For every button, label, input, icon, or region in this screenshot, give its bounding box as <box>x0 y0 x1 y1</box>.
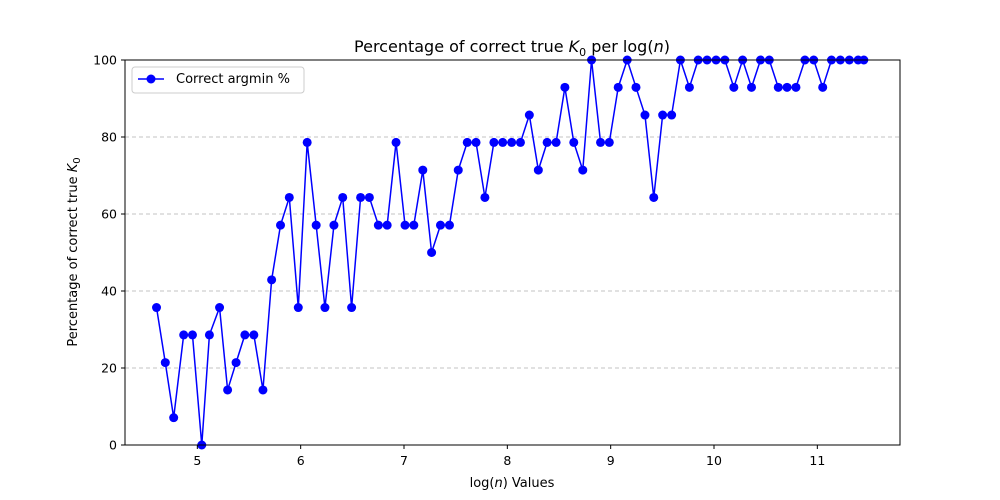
data-point <box>258 385 268 395</box>
data-point <box>551 137 561 147</box>
y-tick-label: 100 <box>93 53 117 68</box>
data-point <box>320 303 330 313</box>
x-tick-label: 5 <box>193 453 201 468</box>
data-point <box>249 330 259 340</box>
data-point <box>560 82 570 92</box>
data-point <box>507 137 517 147</box>
data-point <box>782 82 792 92</box>
data-point <box>569 137 579 147</box>
data-point <box>658 110 668 120</box>
data-point <box>578 165 588 175</box>
legend-box <box>131 66 305 94</box>
data-point <box>418 165 428 175</box>
x-axis-label: log(n) Values <box>470 476 555 491</box>
data-point <box>276 220 286 230</box>
y-tick-label: 0 <box>109 438 117 453</box>
data-point <box>267 275 277 285</box>
data-point <box>204 330 214 340</box>
y-tick-label: 20 <box>101 361 117 376</box>
legend-label: Correct argmin % <box>176 72 290 87</box>
data-point <box>480 192 490 202</box>
data-point <box>338 192 348 202</box>
x-tick-label: 10 <box>706 453 722 468</box>
y-tick-label: 60 <box>101 207 117 222</box>
x-tick-label: 11 <box>809 453 825 468</box>
data-point <box>284 192 294 202</box>
data-point <box>311 220 321 230</box>
chart-title: Percentage of correct true K0 per log(n) <box>354 37 670 59</box>
data-point <box>462 137 472 147</box>
data-point <box>240 330 250 340</box>
data-point <box>596 137 606 147</box>
y-axis: 0 20 40 60 80 100 <box>93 53 125 453</box>
y-tick-label: 80 <box>101 130 117 145</box>
data-point <box>364 192 374 202</box>
data-point <box>152 303 162 313</box>
data-point <box>179 330 189 340</box>
data-point <box>169 413 179 423</box>
data-point <box>160 358 170 368</box>
data-point <box>223 385 233 395</box>
data-point <box>356 192 366 202</box>
data-point <box>773 82 783 92</box>
data-point <box>453 165 463 175</box>
gridlines <box>125 136 900 369</box>
data-point <box>729 82 739 92</box>
data-point <box>747 82 757 92</box>
data-point <box>215 303 225 313</box>
data-point <box>649 192 659 202</box>
data-point <box>791 82 801 92</box>
data-point <box>489 137 499 147</box>
data-point <box>400 220 410 230</box>
data-point <box>524 110 534 120</box>
data-point <box>515 137 525 147</box>
x-tick-label: 8 <box>503 453 511 468</box>
data-point <box>302 137 312 147</box>
data-point <box>640 110 650 120</box>
x-tick-label: 6 <box>297 453 305 468</box>
data-point <box>293 303 303 313</box>
data-point <box>373 220 383 230</box>
x-tick-label: 7 <box>400 453 408 468</box>
data-point <box>613 82 623 92</box>
x-tick-label: 9 <box>607 453 615 468</box>
data-point <box>684 82 694 92</box>
x-axis: 5 6 7 8 9 10 11 <box>193 445 825 468</box>
legend: Correct argmin % <box>131 66 305 94</box>
data-point <box>667 110 677 120</box>
data-point <box>435 220 445 230</box>
data-point <box>427 248 437 257</box>
data-point <box>498 137 508 147</box>
legend-marker <box>146 74 156 84</box>
data-point <box>631 82 641 92</box>
data-point <box>187 330 197 340</box>
data-point <box>329 220 339 230</box>
data-point <box>604 137 614 147</box>
data-point <box>347 303 357 313</box>
data-point <box>391 137 401 147</box>
y-axis-label: Percentage of correct true K0 <box>66 157 83 346</box>
data-point <box>533 165 543 175</box>
data-point <box>542 137 552 147</box>
y-tick-label: 40 <box>101 284 117 299</box>
data-point <box>471 137 481 147</box>
data-point <box>382 220 392 230</box>
data-point <box>409 220 419 230</box>
plot-frame <box>124 59 901 446</box>
data-point <box>444 220 454 230</box>
data-point <box>818 82 828 92</box>
data-point <box>231 358 241 368</box>
